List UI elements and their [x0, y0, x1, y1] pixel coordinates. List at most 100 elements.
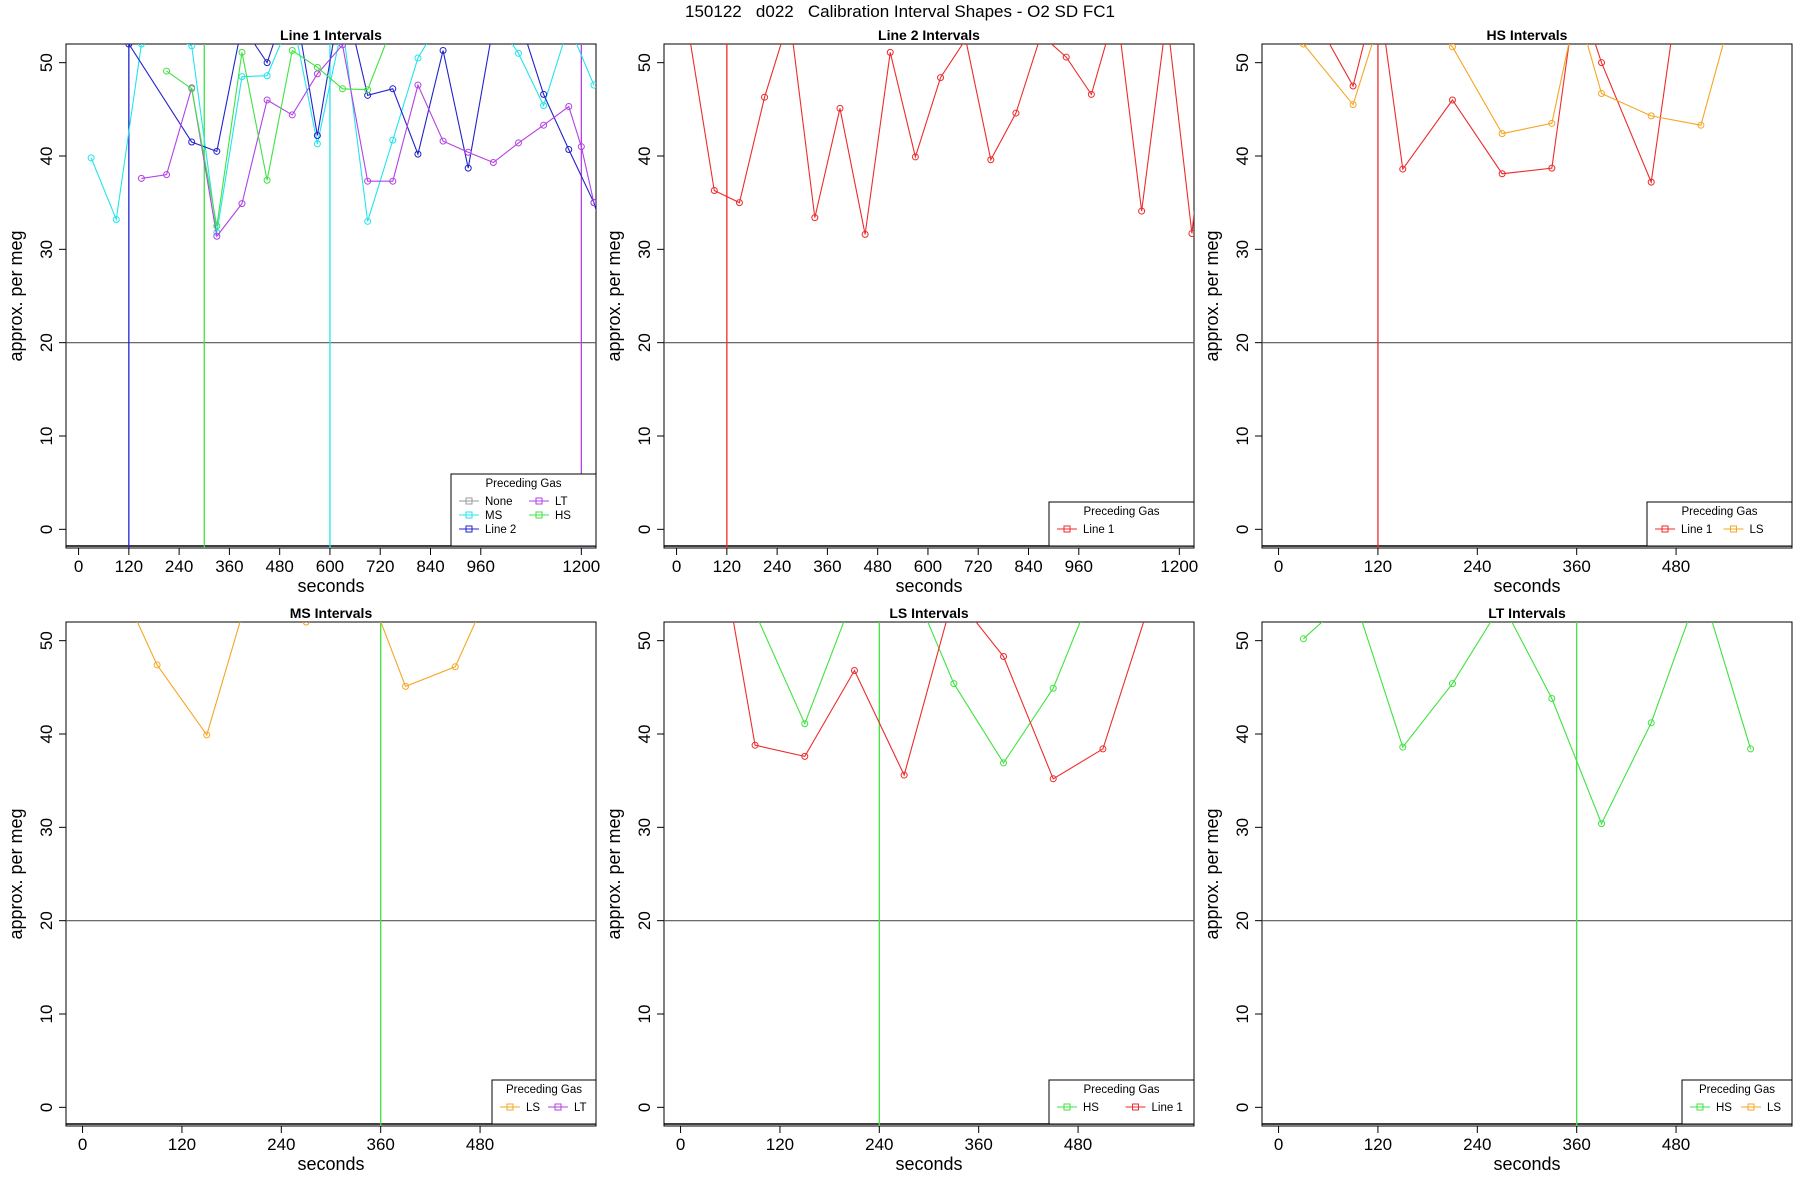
data-point-ls — [1548, 119, 1556, 127]
data-point-line-1 — [900, 771, 908, 779]
chart-title: Line 2 Intervals — [878, 27, 980, 43]
data-point-line-1 — [1049, 775, 1057, 783]
x-axis-label: seconds — [1493, 1154, 1560, 1174]
y-tick-label: 50 — [635, 53, 654, 72]
data-point-line-1 — [710, 187, 718, 195]
data-point-hs — [1299, 635, 1307, 643]
x-tick-label: 360 — [965, 1135, 993, 1154]
data-point-hs — [263, 176, 271, 184]
plot-frame — [663, 621, 1195, 1127]
x-tick-label: 120 — [115, 557, 143, 576]
chart-panel-line-2-intervals: Line 2 Intervals 0 10 20 30 40 50 0 120 240 360 480… — [604, 4, 1203, 596]
legend-swatch-marker — [1063, 1103, 1071, 1111]
legend-swatch-marker — [1132, 1103, 1139, 1111]
y-tick-label: 20 — [635, 911, 654, 930]
data-point-line-1 — [1548, 164, 1556, 172]
legend: Preceding Gas HS Line 1 — [1048, 1079, 1195, 1125]
data-point-ls — [1349, 101, 1357, 109]
x-tick-label: 480 — [1662, 1135, 1690, 1154]
x-tick-label: 120 — [168, 1135, 196, 1154]
legend-box — [1646, 501, 1793, 547]
legend-swatch-marker — [535, 511, 543, 519]
data-point-ms — [490, 13, 496, 19]
legend: Preceding Gas LS LT — [491, 1079, 597, 1125]
data-point-hs — [213, 222, 221, 230]
data-point-line-1 — [1099, 745, 1107, 753]
x-axis-label: seconds — [895, 1154, 962, 1174]
data-point-hs — [851, 591, 857, 597]
data-point-line-1 — [1197, 153, 1203, 159]
plot-frame — [1261, 621, 1793, 1127]
data-point-line-1 — [1448, 96, 1456, 104]
legend-entry-ms: MS — [485, 510, 503, 522]
plot-area — [664, 563, 1194, 1126]
series-line-ms — [90, 44, 595, 233]
series-line-ls — [1302, 44, 1724, 135]
data-point-line-1 — [1087, 90, 1095, 98]
data-point-hs — [1000, 759, 1008, 767]
x-axis-label: seconds — [297, 1154, 364, 1174]
data-point-line-2 — [490, 22, 496, 28]
x-tick-label: 720 — [366, 557, 394, 576]
data-point-ms — [440, 13, 446, 19]
legend-box — [491, 1079, 597, 1125]
data-point-line-1 — [787, 13, 793, 19]
y-tick-label: 40 — [635, 725, 654, 744]
x-tick-label: 480 — [863, 557, 891, 576]
data-point-line-1 — [1399, 165, 1407, 173]
data-point-ls — [1498, 130, 1506, 138]
legend-swatch-marker — [1661, 525, 1669, 533]
x-tick-label: 0 — [676, 1135, 685, 1154]
data-point-line-1 — [761, 93, 769, 101]
y-tick-label: 30 — [635, 818, 654, 837]
data-point-hs — [288, 47, 296, 55]
legend: Preceding Gas Line 1 LS — [1646, 501, 1793, 547]
series-line-hs — [758, 622, 1081, 764]
data-point-lt — [464, 148, 472, 156]
series-line-line-1 — [732, 622, 1145, 780]
x-tick-label: 120 — [1364, 557, 1392, 576]
data-point-hs — [238, 48, 246, 56]
legend-entry-ls: LS — [1767, 1102, 1781, 1114]
data-point-ls — [1574, 4, 1580, 10]
data-point-ms — [313, 140, 321, 148]
y-tick-label: 10 — [1233, 427, 1252, 446]
data-point-lt — [313, 70, 321, 78]
series-line-hs — [1303, 622, 1752, 825]
x-axis-label: seconds — [1493, 576, 1560, 596]
y-tick-label: 40 — [37, 147, 56, 166]
y-tick-label: 40 — [1233, 725, 1252, 744]
data-point-lt — [577, 143, 585, 151]
legend-swatch-marker — [506, 1103, 514, 1111]
data-point-hs — [901, 563, 907, 569]
x-tick-label: 720 — [964, 557, 992, 576]
y-tick-label: 0 — [635, 525, 654, 534]
legend-entry-hs: HS — [1716, 1102, 1732, 1114]
data-point-line-1 — [727, 600, 733, 606]
plot-area — [66, 13, 596, 548]
x-tick-label: 0 — [1274, 1135, 1283, 1154]
data-point-line-2 — [439, 47, 447, 55]
data-point-hs — [950, 680, 958, 688]
data-point-line-2 — [515, 13, 521, 19]
data-point-line-2 — [213, 147, 221, 155]
legend-swatch-marker — [465, 497, 473, 505]
series-line-lt — [141, 44, 595, 238]
data-point-line-1 — [1113, 4, 1119, 10]
chart-panel-lt-intervals: LT Intervals 0 10 20 30 40 50 0 120 240 360 480 seco… — [1202, 605, 1793, 1174]
series-line-line-1 — [1328, 44, 1672, 185]
data-point-line-2 — [239, 22, 245, 28]
y-tick-label: 50 — [1233, 631, 1252, 650]
x-tick-label: 0 — [74, 557, 83, 576]
legend-title: Preceding Gas — [1083, 1084, 1159, 1096]
data-point-line-1 — [1164, 13, 1170, 19]
data-point-line-2 — [464, 164, 472, 172]
data-point-line-2 — [565, 145, 573, 153]
data-point-lt — [339, 44, 347, 49]
x-tick-label: 960 — [1065, 557, 1093, 576]
data-point-line-1 — [850, 667, 858, 675]
data-point-ls — [353, 554, 359, 560]
data-point-lt — [263, 96, 271, 104]
